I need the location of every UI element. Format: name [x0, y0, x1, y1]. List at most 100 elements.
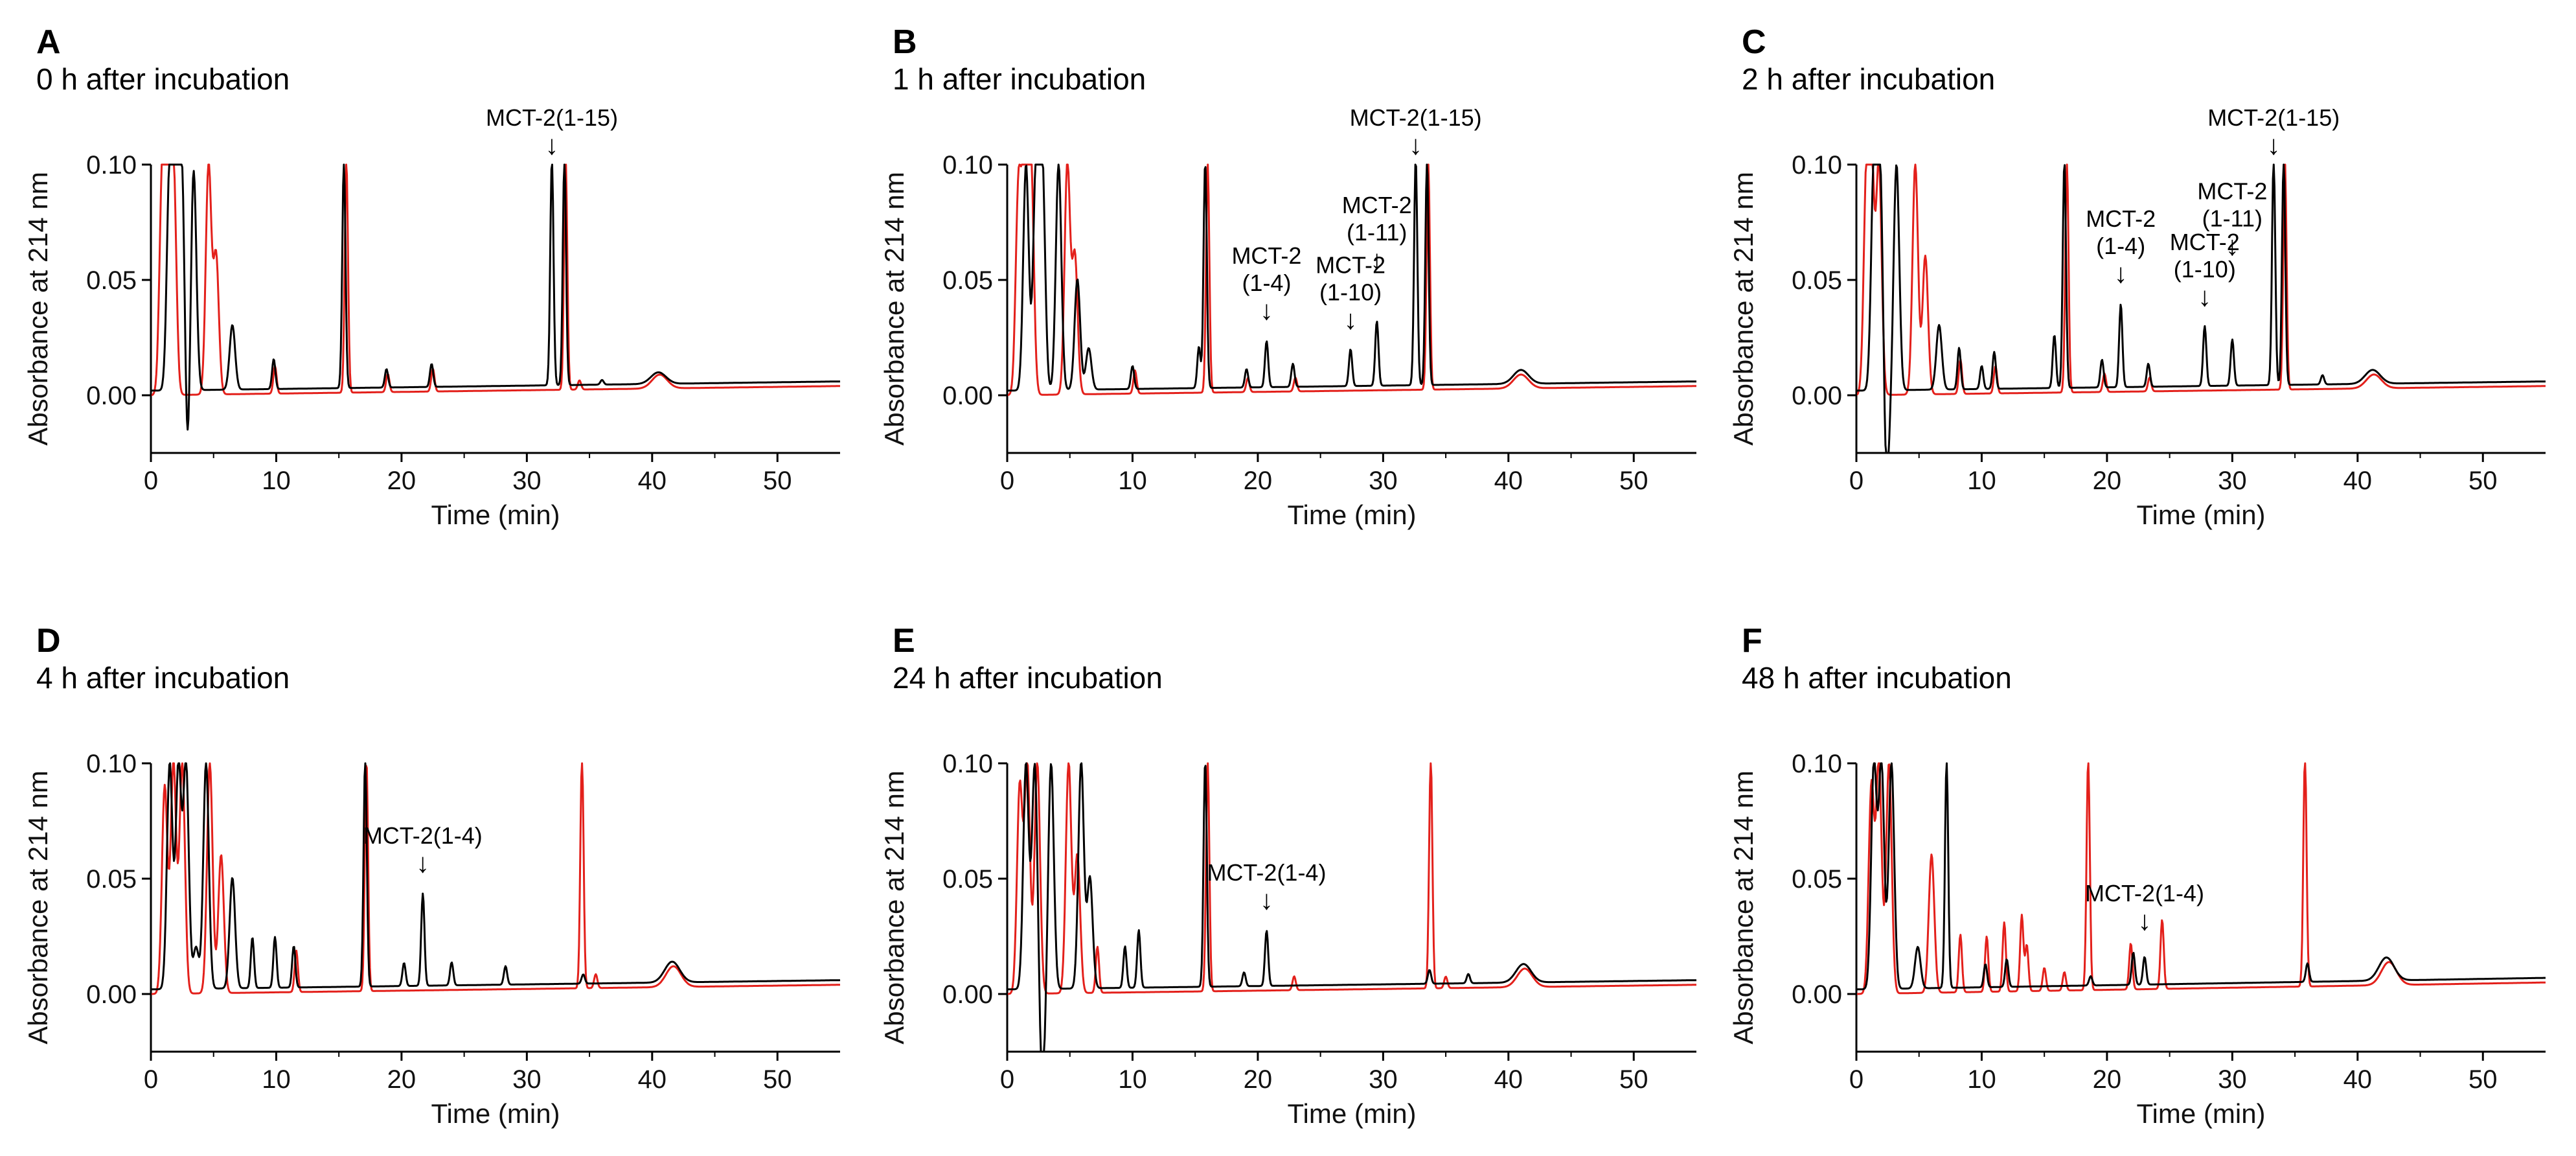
annotation-label: (1-10): [2174, 256, 2236, 283]
y-axis-title: Absorbance at 214 nm: [23, 770, 53, 1045]
y-tick-label: 0.00: [942, 980, 993, 1009]
annotation-label: (1-11): [1347, 219, 1407, 246]
panel-letter: B: [893, 23, 917, 61]
panel-c: C2 h after incubation 0 10 20 30 40 50 0.00 0.05…: [1728, 23, 2546, 530]
y-tick-label: 0.00: [1792, 382, 1842, 410]
x-tick-label: 0: [1000, 467, 1014, 495]
red-trace: [152, 762, 841, 995]
annotation-label: MCT-2(1-4): [363, 822, 483, 849]
annotation-label: (1-4): [1242, 270, 1291, 296]
x-tick-label: 50: [1619, 1065, 1648, 1094]
x-tick-label: 30: [2218, 1065, 2247, 1094]
y-tick-label: 0.10: [942, 750, 993, 778]
panel-title: 0 h after incubation: [36, 62, 290, 96]
x-tick-label: 50: [2468, 467, 2498, 495]
annotation-arrow: ↓: [2226, 231, 2239, 261]
x-tick-label: 40: [638, 467, 667, 495]
x-tick-label: 10: [1967, 467, 1996, 495]
y-tick-label: 0.10: [1792, 151, 1842, 179]
annotation-arrow: ↓: [1260, 295, 1273, 325]
annotation-label: MCT-2: [1316, 251, 1385, 278]
x-axis-title: Time (min): [2136, 500, 2265, 530]
x-tick-label: 40: [1494, 1065, 1523, 1094]
x-tick-label: 30: [512, 1065, 541, 1094]
y-tick-label: 0.05: [942, 865, 993, 894]
y-axis-title: Absorbance at 214 nm: [1728, 172, 1759, 446]
y-axis-title: Absorbance at 214 nm: [1728, 770, 1759, 1045]
annotation-label: MCT-2: [1231, 242, 1301, 269]
y-tick-label: 0.00: [86, 980, 137, 1009]
annotation-arrow: ↓: [1260, 884, 1273, 915]
black-trace: [1857, 163, 2546, 453]
black-trace: [1008, 762, 1697, 1052]
x-tick-label: 10: [1118, 1065, 1147, 1094]
x-tick-label: 0: [1849, 467, 1864, 495]
annotation-label: MCT-2: [1342, 192, 1412, 218]
x-tick-label: 10: [1967, 1065, 1996, 1094]
annotation-label: MCT-2(1-15): [2207, 104, 2340, 131]
red-trace: [1857, 762, 2546, 995]
y-tick-label: 0.10: [942, 151, 993, 179]
annotation-arrow: ↓: [2137, 905, 2151, 936]
annotation-label: MCT-2(1-4): [2085, 880, 2204, 907]
panel-title: 2 h after incubation: [1742, 62, 1995, 96]
panel-title: 1 h after incubation: [893, 62, 1146, 96]
x-tick-label: 30: [512, 467, 541, 495]
x-tick-label: 50: [1619, 467, 1648, 495]
x-axis-title: Time (min): [431, 500, 560, 530]
red-trace: [1857, 163, 2546, 396]
y-tick-label: 0.10: [86, 750, 137, 778]
panel-title: 48 h after incubation: [1742, 661, 2012, 695]
panel-letter: E: [893, 622, 915, 660]
annotation-label: MCT-2: [2170, 229, 2240, 255]
x-tick-label: 40: [2343, 467, 2373, 495]
x-axis-title: Time (min): [1287, 1098, 1416, 1129]
x-tick-label: 20: [2093, 467, 2122, 495]
x-tick-label: 20: [1244, 467, 1273, 495]
red-trace: [1008, 762, 1697, 995]
x-tick-label: 40: [2343, 1065, 2373, 1094]
annotation-arrow: ↓: [1409, 130, 1422, 160]
y-tick-label: 0.05: [942, 266, 993, 295]
annotation-arrow: ↓: [1344, 304, 1358, 334]
panel-title: 24 h after incubation: [893, 661, 1163, 695]
black-trace: [1857, 762, 2546, 991]
annotation-label: MCT-2(1-4): [1207, 859, 1326, 886]
x-tick-label: 0: [144, 1065, 158, 1094]
annotation-arrow: ↓: [545, 130, 559, 160]
x-tick-label: 0: [1849, 1065, 1864, 1094]
y-axis-title: Absorbance at 214 nm: [879, 172, 909, 446]
x-axis-title: Time (min): [2136, 1098, 2265, 1129]
x-tick-label: 50: [2468, 1065, 2498, 1094]
panel-a: A0 h after incubation 0 10 20 30 40 50 0.00 0.05…: [23, 23, 841, 530]
y-tick-label: 0.00: [86, 382, 137, 410]
annotation-arrow: ↓: [416, 848, 429, 878]
x-tick-label: 50: [763, 1065, 792, 1094]
x-tick-label: 40: [638, 1065, 667, 1094]
annotation-label: (1-4): [2096, 233, 2145, 259]
annotation-arrow: ↓: [2267, 130, 2281, 160]
x-tick-label: 30: [1369, 1065, 1398, 1094]
y-tick-label: 0.05: [86, 266, 137, 295]
panel-d: D4 h after incubation 0 10 20 30 40 50 0.00 0.05…: [23, 622, 841, 1129]
red-trace: [1008, 163, 1697, 397]
panel-letter: D: [36, 622, 61, 660]
panel-letter: A: [36, 23, 61, 61]
panel-letter: C: [1742, 23, 1766, 61]
annotation-label: MCT-2: [2197, 178, 2267, 205]
annotation-arrow: ↓: [1370, 244, 1384, 275]
x-axis-title: Time (min): [1287, 500, 1416, 530]
y-axis-title: Absorbance at 214 nm: [23, 172, 53, 446]
y-tick-label: 0.05: [1792, 266, 1842, 295]
panel-f: F48 h after incubation 0 10 20 30 40 50 0.00 0.0…: [1728, 622, 2546, 1129]
x-tick-label: 20: [387, 1065, 416, 1094]
annotation-label: MCT-2(1-15): [1350, 104, 1482, 131]
annotation-label: (1-10): [1319, 279, 1382, 305]
x-tick-label: 30: [1369, 467, 1398, 495]
y-tick-label: 0.00: [942, 382, 993, 410]
annotation-label: (1-11): [2202, 205, 2263, 232]
annotation-arrow: ↓: [2198, 281, 2211, 312]
black-trace: [152, 163, 841, 431]
